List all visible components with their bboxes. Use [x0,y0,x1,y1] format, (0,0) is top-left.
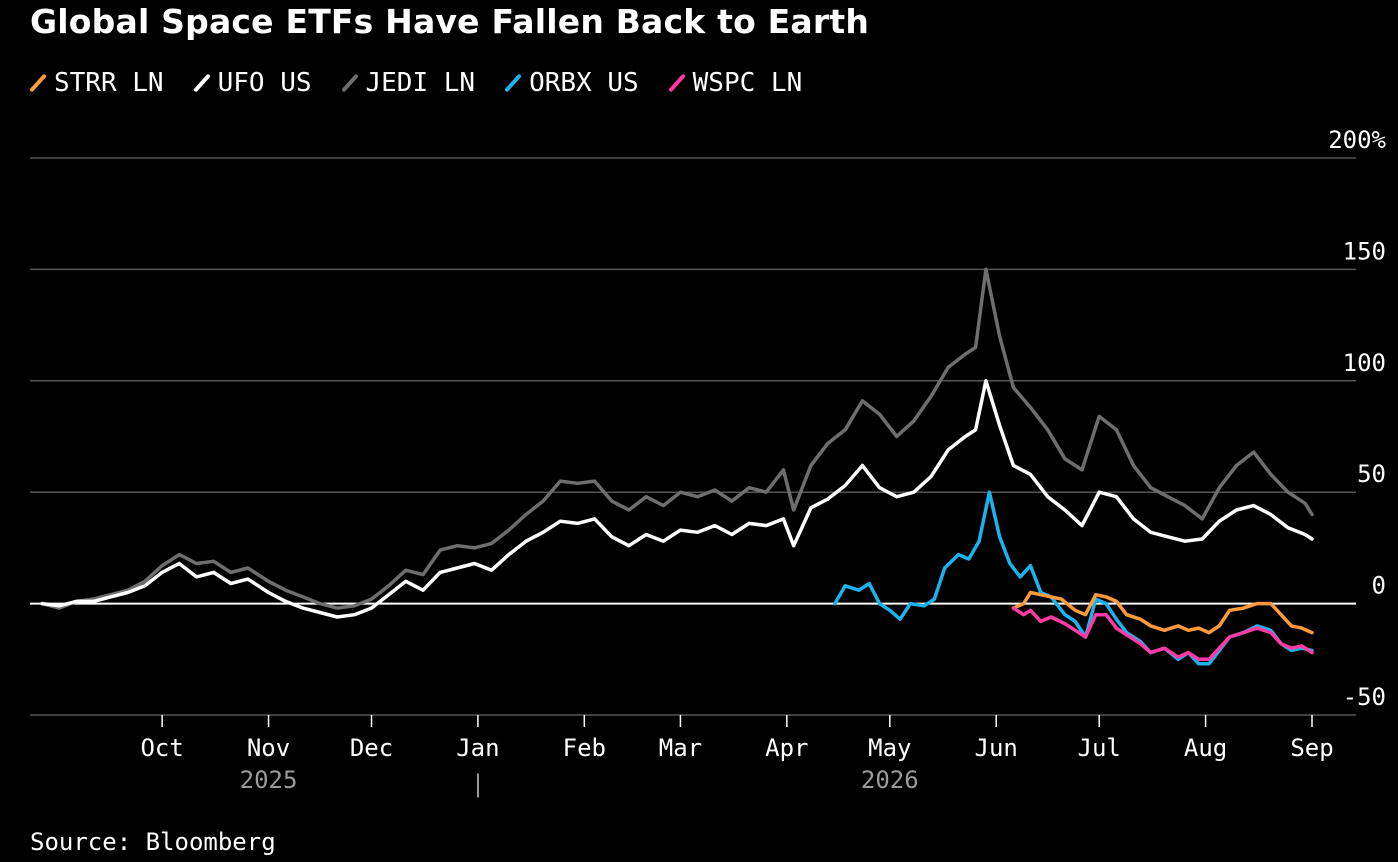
series-line-jedi-ln [40,267,1314,610]
legend-item-wspc: WSPC LN [667,68,803,98]
x-tick-label: Jul [1078,734,1121,762]
x-tick-label: Dec [350,734,393,762]
legend: STRR LN UFO US JEDI LN ORBX US WSPC LN [29,68,803,98]
series-lines [40,267,1314,666]
y-tick-label: 50 [1357,460,1386,488]
x-axis-ticks: Oct Nov Dec Jan Feb Mar Apr May Jun Jul Aug Sep 2025… [140,715,1334,798]
x-tick-label: Sep [1290,734,1333,762]
x-tick-label: Nov [247,734,290,762]
legend-label-wspc: WSPC LN [692,68,803,98]
legend-label-orbx: ORBX US [529,68,639,98]
series-line-wspc-ln [1011,606,1314,662]
x-tick-label: Jun [975,734,1018,762]
x-tick-label: Jan [456,734,499,762]
y-tick-label: -50 [1343,683,1386,711]
x-tick-label: Mar [659,734,702,762]
legend-item-strr: STRR LN [29,68,164,98]
y-tick-label: 100 [1343,349,1386,377]
legend-item-jedi: JEDI LN [340,68,476,98]
x-tick-label: Apr [765,734,808,762]
legend-label-ufo: UFO US [217,68,312,98]
legend-label-strr: STRR LN [54,68,164,98]
series-line-strr-ln [1011,590,1314,635]
y-axis-ticks: -50 0 50 100 150 200% [1328,126,1386,711]
grid-lines [30,157,1356,716]
legend-item-orbx: ORBX US [504,68,639,98]
x-tick-label: Aug [1184,734,1227,762]
y-tick-label: 0 [1372,572,1386,600]
year-label: 2025 [240,766,298,794]
source-note: Source: Bloomberg [30,828,276,856]
x-tick-label: May [868,734,911,762]
x-tick-label: Oct [140,734,183,762]
year-divider: | [471,770,485,798]
y-tick-label: 150 [1343,237,1386,265]
chart-title: Global Space ETFs Have Fallen Back to Ea… [30,2,870,41]
year-label: 2026 [861,766,919,794]
series-line-ufo-us [40,379,1314,619]
legend-item-ufo: UFO US [192,68,312,98]
x-tick-label: Feb [563,734,606,762]
legend-label-jedi: JEDI LN [365,68,476,98]
y-tick-label: 200% [1328,126,1386,154]
